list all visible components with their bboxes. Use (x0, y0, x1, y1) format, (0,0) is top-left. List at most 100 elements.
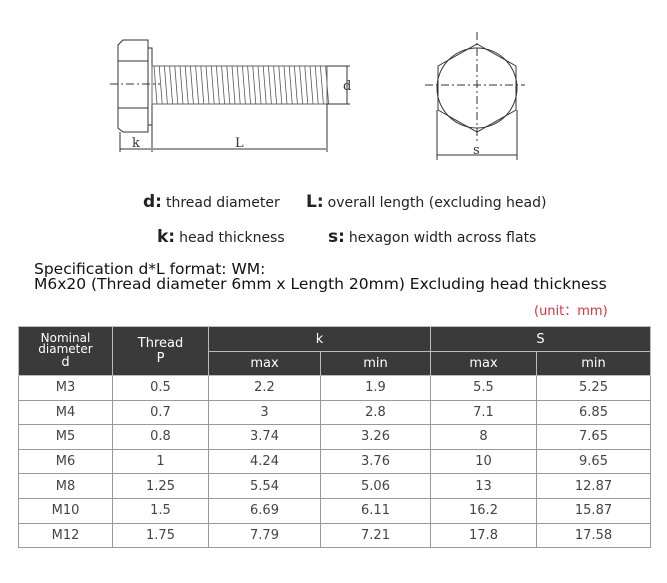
thread-line (179, 65, 184, 105)
table-cell: 5.5 (430, 375, 537, 401)
table-cell: 1.25 (112, 473, 209, 499)
header-k-min: min (320, 351, 431, 376)
table-cell: 12.87 (535, 473, 652, 499)
label-k: k (132, 136, 140, 151)
legend-d: d: thread diameter (143, 192, 280, 212)
bolt-diagram: k L d s (110, 32, 525, 160)
table-cell: 17.58 (535, 522, 652, 549)
header-s-min: min (535, 351, 652, 376)
table-row: M4 0.7 3 2.8 7.1 6.85 (18, 399, 652, 426)
header-k: k (208, 326, 431, 352)
table-cell: 4.24 (208, 448, 321, 475)
thread-line (221, 65, 225, 105)
table-cell: M10 (18, 497, 113, 524)
table-cell: 3.74 (208, 424, 321, 450)
table-cell: M5 (18, 424, 113, 450)
table-cell: 9.65 (535, 448, 652, 475)
legend-s: s: hexagon width across flats (328, 227, 537, 247)
thread-line (247, 65, 251, 105)
thread-line (216, 65, 220, 105)
label-d: d (343, 79, 351, 94)
table-cell: 0.5 (112, 375, 209, 401)
table-cell: 17.8 (430, 522, 537, 549)
table-cell: M4 (18, 399, 113, 426)
table-cell: 1.75 (112, 522, 209, 549)
label-s: s (473, 143, 480, 158)
table-cell: 1.5 (112, 497, 209, 524)
thread-line (153, 65, 158, 105)
thread-line (314, 65, 319, 105)
header-s-max: max (430, 351, 537, 376)
table-cell: 7.1 (430, 399, 537, 426)
spec-table: Nominal diameter d Thread P k S max min max… (18, 326, 652, 549)
table-cell: 5.06 (320, 473, 431, 499)
table-row: M5 0.8 3.74 3.26 8 7.65 (18, 424, 652, 450)
bolt-side-view (110, 39, 350, 152)
table-cell: M6 (18, 448, 113, 475)
table-cell: 1.9 (320, 375, 431, 401)
table-cell: 1 (112, 448, 209, 475)
thread-line (164, 65, 168, 105)
spec-example-line: M6x20 (Thread diameter 6mm x Length 20mm… (34, 275, 607, 293)
table-cell: 7.79 (208, 522, 321, 549)
thread-line (320, 65, 324, 105)
thread-line (169, 65, 173, 105)
table-cell: 2.2 (208, 375, 321, 401)
unit-label: (unit：mm) (534, 304, 608, 319)
table-cell: 10 (430, 448, 537, 475)
table-cell: 13 (430, 473, 537, 499)
table-cell: 5.25 (535, 375, 652, 401)
table-row: M10 1.5 6.69 6.11 16.2 15.87 (18, 497, 652, 524)
thread-line (200, 65, 205, 105)
table-cell: 15.87 (535, 497, 652, 524)
thread-line (294, 65, 298, 105)
thread-line (257, 65, 262, 105)
table-cell: 3.76 (320, 448, 431, 475)
thread-line (184, 65, 189, 105)
thread-line (242, 65, 246, 105)
thread-line (158, 65, 163, 105)
thread-line (236, 65, 241, 105)
table-cell: 2.8 (320, 399, 431, 426)
header-k-max: max (208, 351, 321, 376)
thread-line (288, 65, 293, 105)
spec-format-line: Specification d*L format: WM: (34, 260, 266, 278)
legend-k: k: head thickness (157, 227, 285, 247)
thread-line (226, 65, 231, 105)
table-row: M8 1.25 5.54 5.06 13 12.87 (18, 473, 652, 499)
thread-line (195, 65, 199, 105)
table-cell: 16.2 (430, 497, 537, 524)
thread-line (190, 65, 194, 105)
table-cell: 0.7 (112, 399, 209, 426)
thread-line (231, 65, 236, 105)
table-cell: 6.11 (320, 497, 431, 524)
table-cell: 6.85 (535, 399, 652, 426)
table-cell: 7.65 (535, 424, 652, 450)
table-cell: M3 (18, 375, 113, 401)
thread-line (304, 65, 309, 105)
table-row: M3 0.5 2.2 1.9 5.5 5.25 (18, 375, 652, 401)
table-cell: 8 (430, 424, 537, 450)
thread-line (252, 65, 257, 105)
table-cell: M12 (18, 522, 113, 549)
thread-line (268, 65, 272, 105)
table-cell: 3 (208, 399, 321, 426)
thread-line (299, 65, 303, 105)
legend-L: L: overall length (excluding head) (306, 192, 547, 212)
table-cell: 7.21 (320, 522, 431, 549)
header-thread: Thread P (112, 326, 209, 376)
thread-line (262, 65, 267, 105)
table-row: M6 1 4.24 3.76 10 9.65 (18, 448, 652, 475)
header-s: S (429, 326, 652, 352)
thread-line (205, 65, 210, 105)
table-cell: 3.26 (320, 424, 431, 450)
label-L: L (235, 136, 244, 151)
table-cell: 6.69 (208, 497, 321, 524)
header-nominal-diameter: Nominal diameter d (18, 326, 113, 376)
thread-line (273, 65, 277, 105)
thread-line (309, 65, 314, 105)
hexagon-top-view (425, 32, 525, 160)
thread-line (278, 65, 283, 105)
table-cell: 5.54 (208, 473, 321, 499)
thread-line (210, 65, 215, 105)
